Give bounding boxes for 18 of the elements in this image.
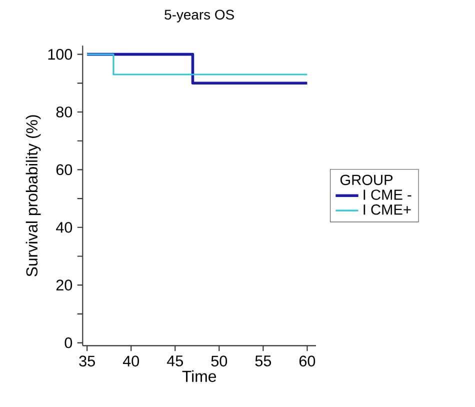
legend-label: I CME+ [364, 204, 411, 215]
chart-title: 5-years OS [164, 10, 234, 22]
x-tick-label: 40 [122, 356, 139, 366]
y-tick-label: 40 [56, 222, 72, 233]
x-tick-label: 50 [211, 356, 228, 366]
x-axis-title: Time [182, 370, 216, 382]
y-axis-title: Survival probability (%) [26, 115, 41, 276]
x-tick-label: 35 [79, 356, 95, 366]
y-tick-label: 60 [56, 164, 72, 176]
y-tick-label: 80 [56, 106, 72, 118]
legend-title: GROUP [340, 174, 393, 186]
y-tick-label: 20 [56, 280, 72, 290]
x-tick-label: 60 [299, 356, 316, 366]
x-tick-label: 55 [255, 356, 272, 366]
y-tick-label: 100 [48, 48, 72, 60]
x-tick-label: 45 [166, 356, 183, 366]
y-tick-label: 0 [64, 337, 72, 348]
legend-label: I CME - [364, 190, 412, 200]
